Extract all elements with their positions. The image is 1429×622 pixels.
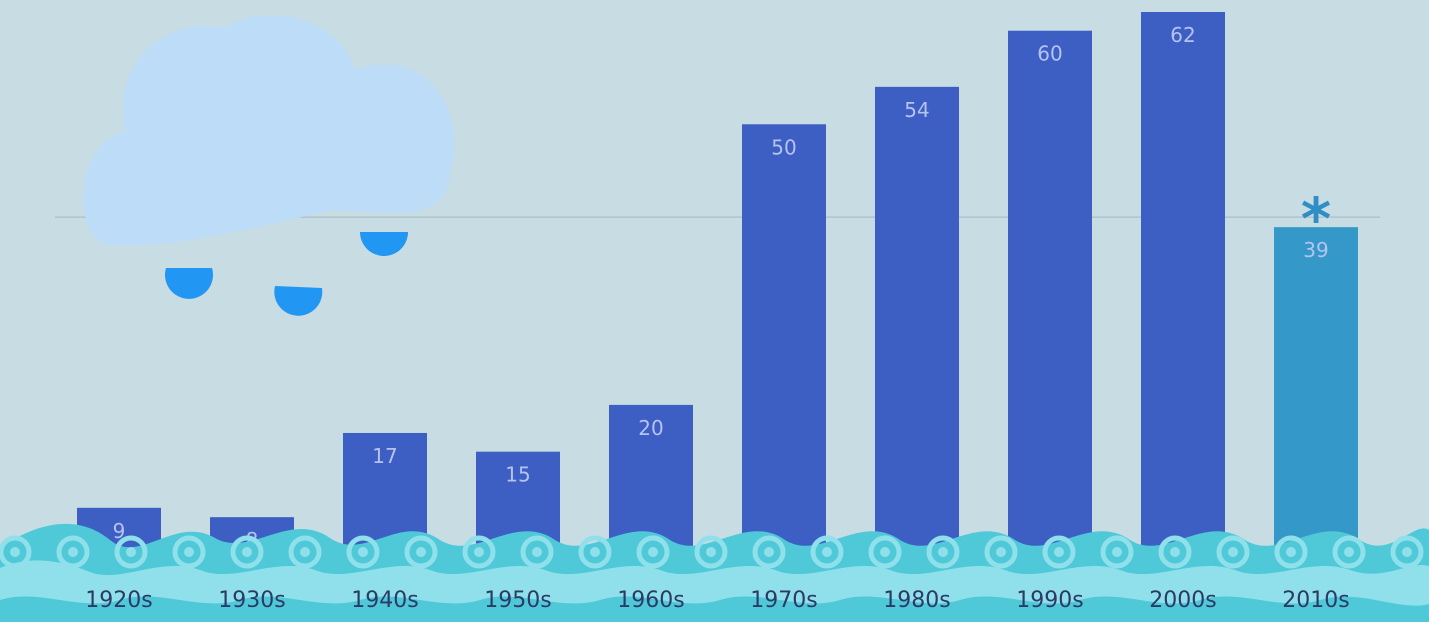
annotation-asterisk: * xyxy=(1301,185,1331,253)
x-tick-label-2000s: 2000s xyxy=(1149,588,1216,613)
bar-value-label-2000s: 62 xyxy=(1170,23,1195,47)
bar-value-label-1940s: 17 xyxy=(372,444,397,468)
x-tick-label-1930s: 1930s xyxy=(218,588,285,613)
annotations-layer: * xyxy=(1301,185,1331,253)
x-tick-label-1970s: 1970s xyxy=(750,588,817,613)
bar-1970s xyxy=(742,124,826,593)
x-tick-label-1990s: 1990s xyxy=(1016,588,1083,613)
x-tick-label-1920s: 1920s xyxy=(85,588,152,613)
raindrops-icon xyxy=(165,232,408,316)
bar-2010s xyxy=(1274,227,1358,592)
bar-value-label-1960s: 20 xyxy=(638,416,663,440)
bar-value-label-1950s: 15 xyxy=(505,463,530,487)
x-tick-labels: 1920s 1930s 1940s 1950s 1960s 1970s 1980s 1990s… xyxy=(85,588,1349,613)
x-tick-label-2010s: 2010s xyxy=(1282,588,1349,613)
bar-1990s xyxy=(1008,30,1092,593)
bar-1980s xyxy=(875,86,959,592)
bar-value-label-1980s: 54 xyxy=(904,98,929,122)
rain-cloud-icon xyxy=(83,15,455,246)
bar-2000s xyxy=(1141,12,1225,592)
bar-value-label-1920s: 9 xyxy=(113,519,126,543)
bar-value-label-1990s: 60 xyxy=(1037,42,1062,66)
ocean-waves-icon xyxy=(0,523,1429,622)
bar-value-label-1970s: 50 xyxy=(771,135,796,159)
x-tick-label-1960s: 1960s xyxy=(617,588,684,613)
x-tick-label-1940s: 1940s xyxy=(351,588,418,613)
x-tick-label-1980s: 1980s xyxy=(883,588,950,613)
x-tick-label-1950s: 1950s xyxy=(484,588,551,613)
bar-value-label-2010s: 39 xyxy=(1303,238,1328,262)
